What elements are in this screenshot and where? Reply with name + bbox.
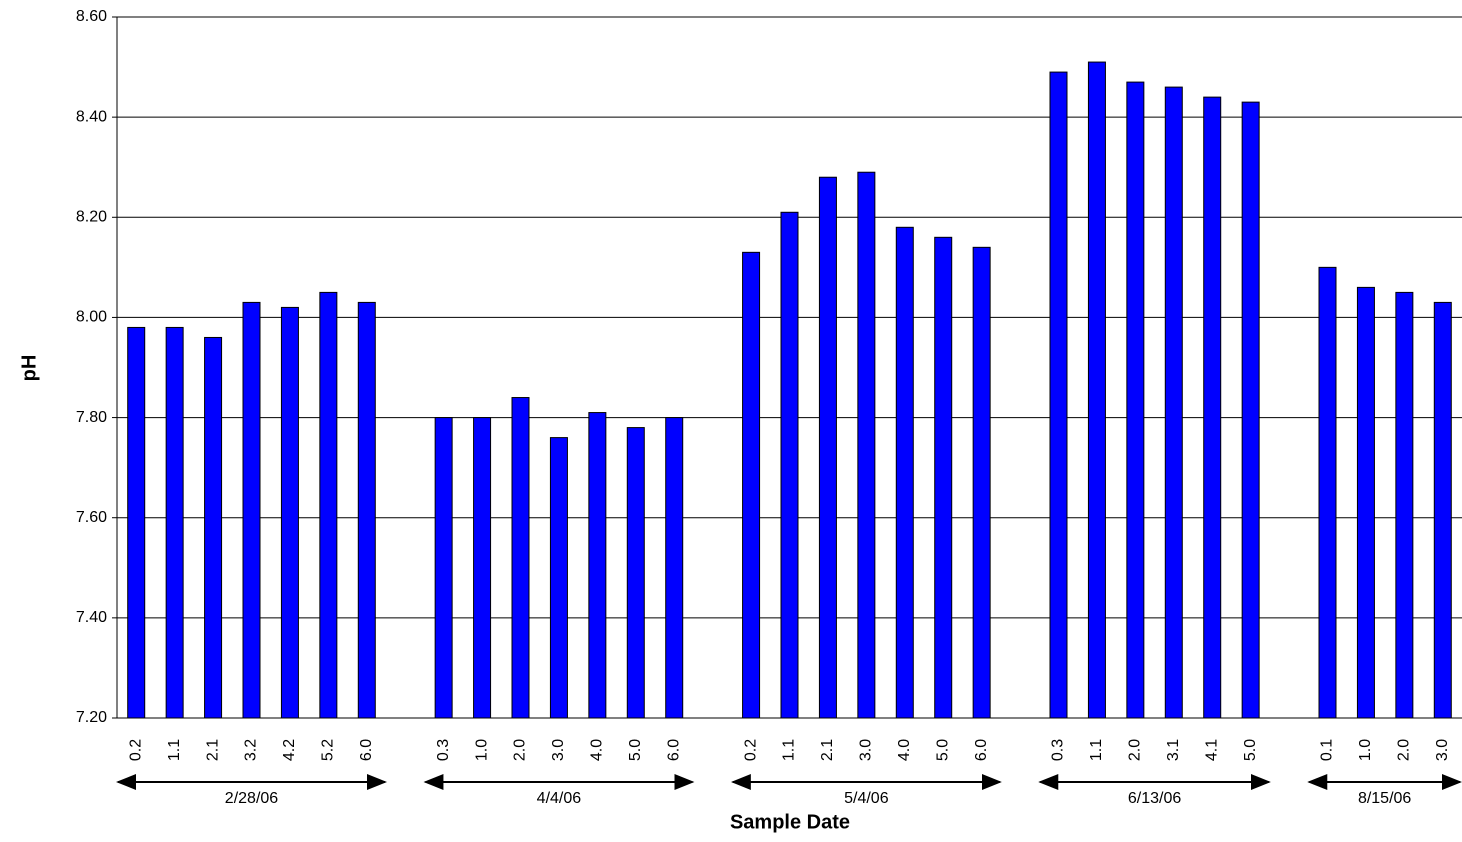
x-tick-label: 1.0 [1357, 739, 1374, 761]
bar [165, 326, 184, 719]
x-tick-label: 0.3 [435, 739, 452, 761]
x-tick-label: 5.0 [934, 739, 951, 761]
x-tick-label: 3.1 [1165, 739, 1182, 761]
x-tick-label: 5.0 [1242, 739, 1259, 761]
x-axis-title: Sample Date [730, 811, 850, 833]
x-tick-label: 6.0 [665, 739, 682, 761]
group-label: 4/4/06 [537, 790, 582, 807]
x-tick-label: 3.0 [858, 739, 875, 761]
x-tick-label: 6.0 [358, 739, 375, 761]
bar [1241, 101, 1260, 719]
x-tick-label: 4.0 [589, 739, 606, 761]
bar [780, 211, 799, 719]
bar [1203, 96, 1222, 719]
bar [280, 306, 299, 719]
x-tick-label: 4.1 [1203, 739, 1220, 761]
bar [857, 171, 876, 719]
bar [818, 176, 837, 719]
bar [626, 427, 645, 719]
bar [434, 417, 453, 719]
x-tick-label: 3.2 [243, 739, 260, 761]
bar [127, 326, 146, 719]
x-tick-label: 2.1 [204, 739, 221, 761]
bar [1049, 71, 1068, 719]
group-label: 8/15/06 [1358, 790, 1411, 807]
y-tick-label: 7.40 [76, 609, 107, 626]
bar [1087, 61, 1106, 719]
y-tick-label: 7.20 [76, 709, 107, 726]
bar [1164, 86, 1183, 719]
x-tick-label: 1.1 [166, 739, 183, 761]
x-tick-label: 2.0 [1127, 739, 1144, 761]
x-tick-label: 0.1 [1319, 739, 1336, 761]
y-tick-label: 8.00 [76, 309, 107, 326]
x-tick-label: 4.2 [281, 739, 298, 761]
bar [357, 301, 376, 719]
bar [665, 417, 684, 719]
bar [549, 437, 568, 719]
y-tick-label: 8.60 [76, 8, 107, 25]
bar [588, 412, 607, 719]
x-tick-label: 4.0 [896, 739, 913, 761]
bar [319, 291, 338, 719]
bar [1433, 301, 1452, 719]
x-tick-label: 2.1 [819, 739, 836, 761]
bar [204, 336, 223, 719]
x-tick-label: 3.0 [1434, 739, 1451, 761]
x-tick-label: 6.0 [973, 739, 990, 761]
x-tick-label: 3.0 [550, 739, 567, 761]
x-tick-label: 1.1 [781, 739, 798, 761]
bar [1126, 81, 1145, 719]
bar [473, 417, 492, 719]
bar [972, 246, 991, 719]
group-label: 6/13/06 [1128, 790, 1181, 807]
bar [742, 251, 761, 719]
y-tick-label: 8.20 [76, 209, 107, 226]
x-tick-label: 0.2 [127, 739, 144, 761]
bar [895, 226, 914, 719]
bar [1356, 286, 1375, 719]
y-tick-label: 8.40 [76, 108, 107, 125]
group-label: 2/28/06 [225, 790, 278, 807]
x-tick-label: 5.0 [627, 739, 644, 761]
bar [511, 397, 530, 719]
y-axis-title: pH [18, 355, 40, 382]
x-tick-label: 0.3 [1050, 739, 1067, 761]
bar [1318, 266, 1337, 719]
x-tick-label: 2.0 [1396, 739, 1413, 761]
x-tick-label: 5.2 [320, 739, 337, 761]
bar [934, 236, 953, 719]
bar [1395, 291, 1414, 719]
x-tick-label: 1.0 [473, 739, 490, 761]
bar [242, 301, 261, 719]
y-tick-label: 7.60 [76, 509, 107, 526]
x-tick-label: 1.1 [1088, 739, 1105, 761]
group-label: 5/4/06 [844, 790, 889, 807]
x-tick-label: 2.0 [512, 739, 529, 761]
x-tick-label: 0.2 [742, 739, 759, 761]
y-tick-label: 7.80 [76, 409, 107, 426]
